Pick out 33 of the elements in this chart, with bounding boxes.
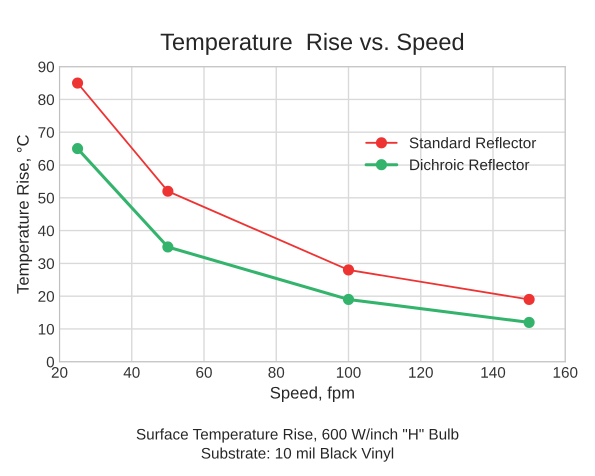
text: Surface Temperature Rise, 600 W/inch "H" Bulb (136, 428, 458, 443)
point (524, 316, 535, 328)
x-tick-label: 160 (554, 367, 578, 378)
x-tick-label: 140 (481, 367, 506, 378)
x-tick-label: 100 (336, 367, 361, 378)
y-tick-label: 0 (46, 356, 54, 368)
x-tick-label: 120 (409, 367, 433, 378)
point (342, 264, 354, 276)
legend-label: Standard Reflector (410, 137, 536, 148)
point (162, 186, 174, 197)
x-tick-label: 60 (196, 367, 212, 378)
y-tick-label: 90 (38, 62, 54, 72)
x-tick-label: 40 (124, 367, 140, 378)
chart-title: Temperature Rise vs. Speed (160, 32, 464, 55)
y-tick-label: 20 (38, 291, 54, 302)
y-tick-label: 80 (38, 94, 54, 106)
point (342, 294, 354, 306)
text: Substrate: 10 mil Black Vinyl (202, 447, 394, 462)
y-tick-label: 10 (38, 324, 54, 335)
y-tick-label: 30 (38, 258, 54, 270)
point (162, 241, 174, 253)
point (72, 77, 84, 89)
point (524, 294, 535, 306)
legend-label: Dichroic Reflector (410, 158, 530, 170)
point (72, 143, 84, 154)
x-tick-label: 80 (268, 367, 284, 378)
y-tick-label: 40 (38, 225, 54, 236)
y-tick-label: 50 (38, 192, 54, 204)
y-axis-title: Temperature Rise, °C (16, 135, 32, 294)
x-axis-title: Speed, fpm (270, 386, 354, 402)
y-tick-label: 60 (38, 160, 54, 171)
y-tick-label: 70 (38, 127, 54, 138)
x-tick-label: 20 (52, 367, 68, 378)
